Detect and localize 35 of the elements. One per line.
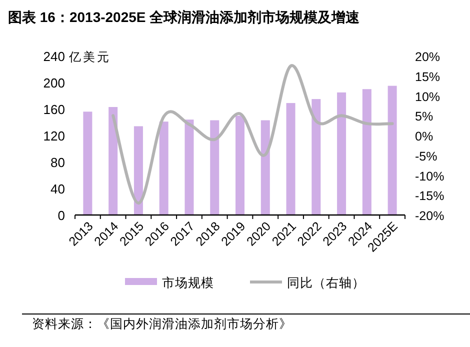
legend-label: 同比（右轴） <box>287 276 365 290</box>
bar <box>236 116 244 215</box>
y-tick-label: 0 <box>58 208 65 223</box>
y-tick-label: 120 <box>43 128 65 144</box>
y2-tick-label: 10% <box>415 90 440 104</box>
y2-tick-label: 20% <box>415 50 440 64</box>
y2-tick-label: 5% <box>415 110 434 124</box>
chart-title: 图表 16：2013-2025E 全球润滑油添加剂市场规模及增速 <box>8 9 361 25</box>
line-series <box>112 64 394 205</box>
y-axis-title: 亿美元 <box>68 50 111 64</box>
bar <box>388 86 397 215</box>
bar <box>286 103 296 215</box>
y2-tick-label: 15% <box>415 70 440 84</box>
bar <box>337 92 346 215</box>
y-tick-label: 80 <box>50 155 65 170</box>
y2-tick-label: -10% <box>415 169 444 184</box>
y2-tick-label: 0% <box>415 130 434 144</box>
bar <box>83 112 92 215</box>
bar <box>108 107 118 215</box>
legend-label: 市场规模 <box>162 276 214 290</box>
bar <box>134 126 143 215</box>
y-tick-label: 200 <box>43 76 65 90</box>
bar <box>312 99 321 215</box>
y2-tick-label: -5% <box>415 149 438 164</box>
bar <box>260 120 270 215</box>
y2-tick-label: -20% <box>415 209 444 223</box>
text: 资料来源：《国内外润滑油添加剂市场分析》 <box>32 316 292 331</box>
y-tick-label: 240 <box>43 49 65 64</box>
bar <box>184 120 194 215</box>
bar <box>159 122 168 215</box>
y2-tick-label: -15% <box>415 189 444 204</box>
y-tick-label: 40 <box>50 182 65 196</box>
bar <box>210 120 220 215</box>
y-tick-label: 160 <box>43 102 65 117</box>
bar <box>362 89 372 215</box>
